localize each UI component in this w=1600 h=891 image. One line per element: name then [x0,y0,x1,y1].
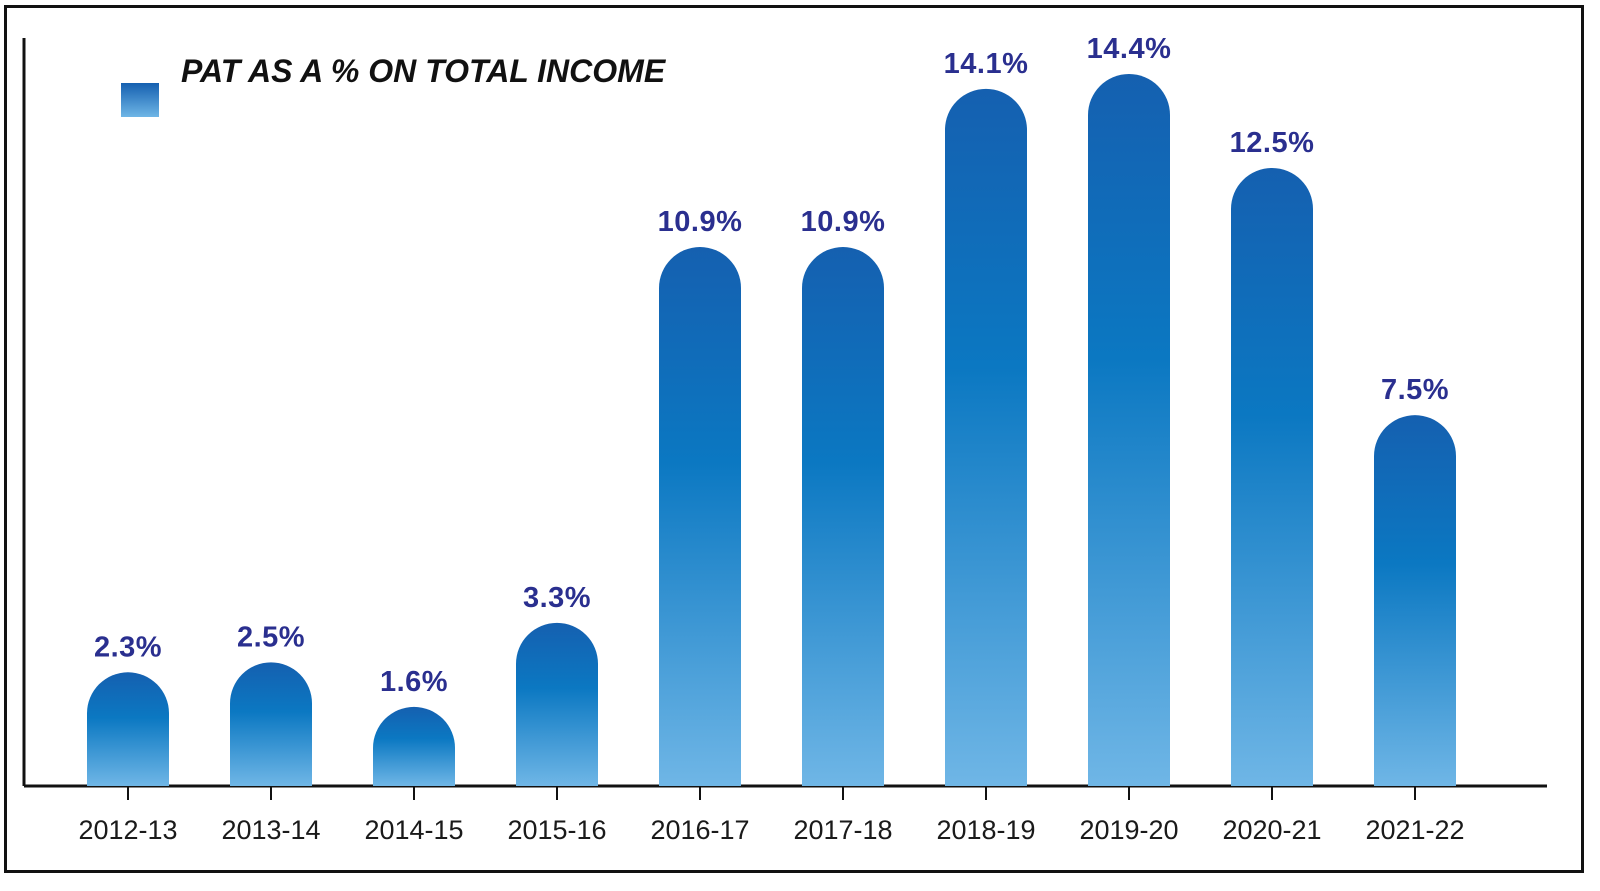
bar-2021-22 [1374,415,1456,786]
chart-frame: PAT AS A % ON TOTAL INCOME 2.3% 2.5% 1.6% 3… [4,5,1584,873]
x-tick-label-2014-15: 2014-15 [364,815,463,845]
data-labels: 2.3% 2.5% 1.6% 3.3% 10.9% 10.9% 14.1% 14.4% 12.5… [94,33,1449,698]
bar-2016-17 [659,247,741,786]
bar-2014-15 [373,706,455,786]
bar-chart: PAT AS A % ON TOTAL INCOME 2.3% 2.5% 1.6% 3… [22,33,1547,845]
data-label-2014-15: 1.6% [380,666,448,698]
data-label-2012-13: 2.3% [94,631,162,663]
x-tick-label-2015-16: 2015-16 [507,815,606,845]
data-label-2017-18: 10.9% [801,206,886,238]
bar-2019-20 [1088,74,1170,786]
x-tick-label-2021-22: 2021-22 [1365,815,1464,845]
bar-2018-19 [945,88,1027,787]
bar-2020-21 [1231,167,1313,786]
data-label-2020-21: 12.5% [1230,127,1315,159]
x-tick-label-2016-17: 2016-17 [650,815,749,845]
x-ticks [127,786,1416,800]
data-label-2013-14: 2.5% [237,621,305,653]
x-tick-label-2017-18: 2017-18 [793,815,892,845]
data-label-2015-16: 3.3% [523,582,591,614]
legend-swatch [121,83,159,117]
x-tick-label-2012-13: 2012-13 [78,815,177,845]
data-label-2021-22: 7.5% [1381,374,1449,406]
data-label-2016-17: 10.9% [658,206,743,238]
x-tick-label-2019-20: 2019-20 [1079,815,1178,845]
bar-2013-14 [230,662,312,786]
data-label-2019-20: 14.4% [1087,33,1172,65]
x-tick-label-2018-19: 2018-19 [936,815,1035,845]
x-tick-labels: 2012-13 2013-14 2014-15 2015-16 2016-17 2017-… [78,815,1464,845]
x-tick-label-2020-21: 2020-21 [1222,815,1321,845]
legend: PAT AS A % ON TOTAL INCOME [121,53,667,117]
bar-2015-16 [516,622,598,786]
legend-label: PAT AS A % ON TOTAL INCOME [181,53,667,89]
bars [87,74,1456,787]
data-label-2018-19: 14.1% [944,48,1029,80]
bar-2012-13 [87,672,169,786]
x-tick-label-2013-14: 2013-14 [221,815,320,845]
bar-2017-18 [802,247,884,786]
